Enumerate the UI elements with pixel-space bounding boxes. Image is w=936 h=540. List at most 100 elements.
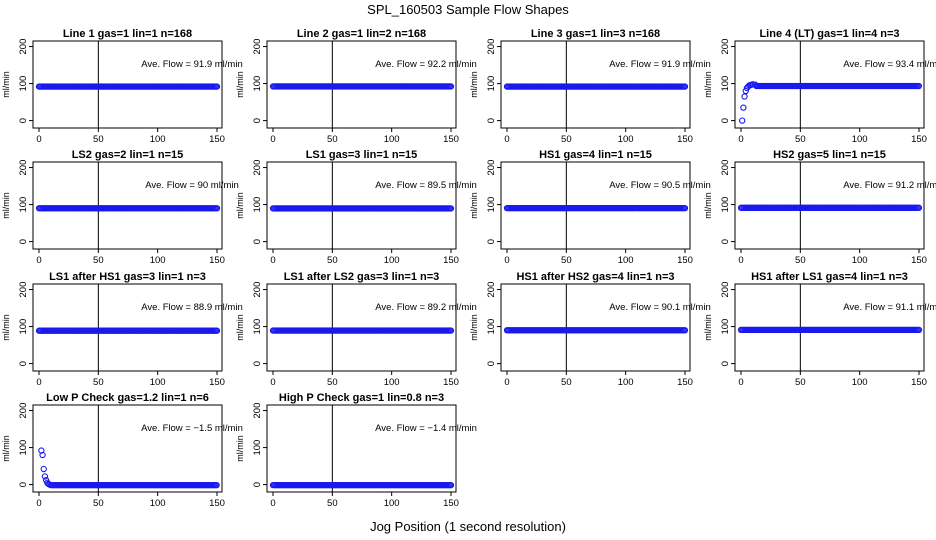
y-tick-label: 0: [486, 239, 497, 244]
ave-flow-annotation: Ave. Flow = 91.9 ml/min: [141, 59, 242, 70]
x-tick-label: 0: [504, 255, 509, 266]
y-tick-label: 200: [18, 39, 29, 55]
y-tick-label: 0: [252, 361, 263, 366]
data-point: [40, 465, 47, 473]
y-tick-label: 100: [252, 440, 263, 456]
panel-title: High P Check gas=1 lin=0.8 n=3: [279, 392, 444, 404]
data-point: [739, 117, 746, 124]
panel: Line 4 (LT) gas=1 lin=4 n=3 0 50 100 150 0 100…: [703, 28, 936, 145]
y-tick-label: 0: [720, 361, 731, 366]
y-axis-label: ml/min: [703, 314, 713, 341]
x-tick-label: 0: [738, 134, 743, 145]
x-tick-label: 100: [384, 377, 400, 388]
y-tick-label: 100: [720, 76, 731, 92]
ave-flow-annotation: Ave. Flow = 88.9 ml/min: [141, 302, 242, 313]
x-tick-label: 50: [93, 498, 104, 509]
data-point: [213, 83, 221, 90]
y-tick-label: 200: [720, 160, 731, 176]
y-axis-label: ml/min: [235, 71, 245, 98]
x-tick-label: 50: [93, 255, 104, 266]
data-points: [269, 83, 455, 90]
panel-title: Line 4 (LT) gas=1 lin=4 n=3: [759, 28, 899, 40]
x-tick-label: 100: [150, 255, 166, 266]
plot-frame: [734, 40, 925, 129]
data-point: [41, 473, 49, 480]
ave-flow-annotation: Ave. Flow = 89.2 ml/min: [375, 302, 476, 313]
y-tick-label: 200: [720, 39, 731, 55]
x-tick-label: 100: [150, 377, 166, 388]
panel: LS1 after LS2 gas=3 lin=1 n=3 0 50 100 150 0 1…: [235, 271, 477, 388]
x-tick-label: 150: [677, 134, 693, 145]
y-tick-label: 200: [18, 403, 29, 419]
panel-title: LS1 gas=3 lin=1 n=15: [306, 149, 418, 161]
data-points: [269, 327, 455, 334]
x-tick-label: 150: [911, 255, 927, 266]
data-point: [213, 481, 220, 489]
x-tick-label: 100: [618, 255, 634, 266]
x-tick-label: 100: [618, 134, 634, 145]
x-tick-label: 0: [270, 255, 275, 266]
data-points: [35, 83, 221, 90]
figure-title: SPL_160503 Sample Flow Shapes: [367, 2, 569, 17]
y-tick-label: 100: [18, 197, 29, 213]
data-points: [38, 447, 220, 489]
x-tick-label: 0: [738, 377, 743, 388]
y-tick-label: 0: [252, 118, 263, 123]
panel: LS1 gas=3 lin=1 n=15 0 50 100 150 0 100 200 ml/m…: [235, 149, 477, 266]
data-point: [681, 327, 689, 334]
data-points: [35, 205, 221, 212]
plot-frame: [734, 283, 925, 372]
y-tick-label: 0: [486, 118, 497, 123]
x-tick-label: 150: [443, 377, 459, 388]
y-tick-label: 100: [720, 319, 731, 335]
plot-frame: [32, 283, 223, 372]
data-points: [503, 327, 689, 334]
ave-flow-annotation: Ave. Flow = 91.2 ml/min: [843, 180, 936, 191]
ave-flow-annotation: Ave. Flow = 91.1 ml/min: [843, 302, 936, 313]
panels: Line 1 gas=1 lin=1 n=168 0 50 100 150 0 100 200…: [1, 28, 936, 509]
x-tick-label: 100: [384, 255, 400, 266]
plot-frame: [32, 161, 223, 250]
figure-xlabel: Jog Position (1 second resolution): [370, 519, 566, 534]
y-tick-label: 100: [486, 76, 497, 92]
y-tick-label: 200: [486, 282, 497, 298]
x-tick-label: 0: [270, 134, 275, 145]
y-tick-label: 0: [18, 239, 29, 244]
panel-title: HS1 after LS1 gas=4 lin=1 n=3: [751, 271, 908, 283]
x-tick-label: 100: [852, 377, 868, 388]
x-tick-label: 100: [384, 134, 400, 145]
x-tick-label: 0: [270, 498, 275, 509]
x-tick-label: 50: [327, 255, 338, 266]
plot-frame: [500, 161, 691, 250]
data-point: [447, 205, 455, 212]
panel-title: Low P Check gas=1.2 lin=1 n=6: [46, 392, 209, 404]
x-tick-label: 50: [795, 255, 806, 266]
y-tick-label: 100: [252, 319, 263, 335]
ave-flow-annotation: Ave. Flow = 89.5 ml/min: [375, 180, 476, 191]
y-tick-label: 0: [18, 361, 29, 366]
y-tick-label: 100: [18, 76, 29, 92]
panel-title: LS2 gas=2 lin=1 n=15: [72, 149, 184, 161]
x-tick-label: 0: [36, 134, 41, 145]
y-axis-label: ml/min: [235, 192, 245, 219]
ave-flow-annotation: Ave. Flow = 90 ml/min: [145, 180, 239, 191]
ave-flow-annotation: Ave. Flow = 91.9 ml/min: [609, 59, 710, 70]
y-tick-label: 200: [252, 160, 263, 176]
y-tick-label: 200: [486, 160, 497, 176]
y-axis-label: ml/min: [469, 314, 479, 341]
x-tick-label: 150: [209, 498, 225, 509]
panel: HS2 gas=5 lin=1 n=15 0 50 100 150 0 100 200 ml/m…: [703, 149, 936, 266]
y-tick-label: 0: [720, 118, 731, 123]
ave-flow-annotation: Ave. Flow = 90.1 ml/min: [609, 302, 710, 313]
y-tick-label: 200: [18, 282, 29, 298]
panel: HS1 after HS2 gas=4 lin=1 n=3 0 50 100 150 0 1…: [469, 271, 711, 388]
panel: HS1 after LS1 gas=4 lin=1 n=3 0 50 100 150 0 1…: [703, 271, 936, 388]
panel-title: HS1 gas=4 lin=1 n=15: [539, 149, 652, 161]
y-tick-label: 100: [486, 197, 497, 213]
panel: HS1 gas=4 lin=1 n=15 0 50 100 150 0 100 200 ml/m…: [469, 149, 711, 266]
x-tick-label: 150: [677, 377, 693, 388]
data-points: [737, 204, 923, 211]
y-tick-label: 0: [720, 239, 731, 244]
x-tick-label: 100: [852, 134, 868, 145]
